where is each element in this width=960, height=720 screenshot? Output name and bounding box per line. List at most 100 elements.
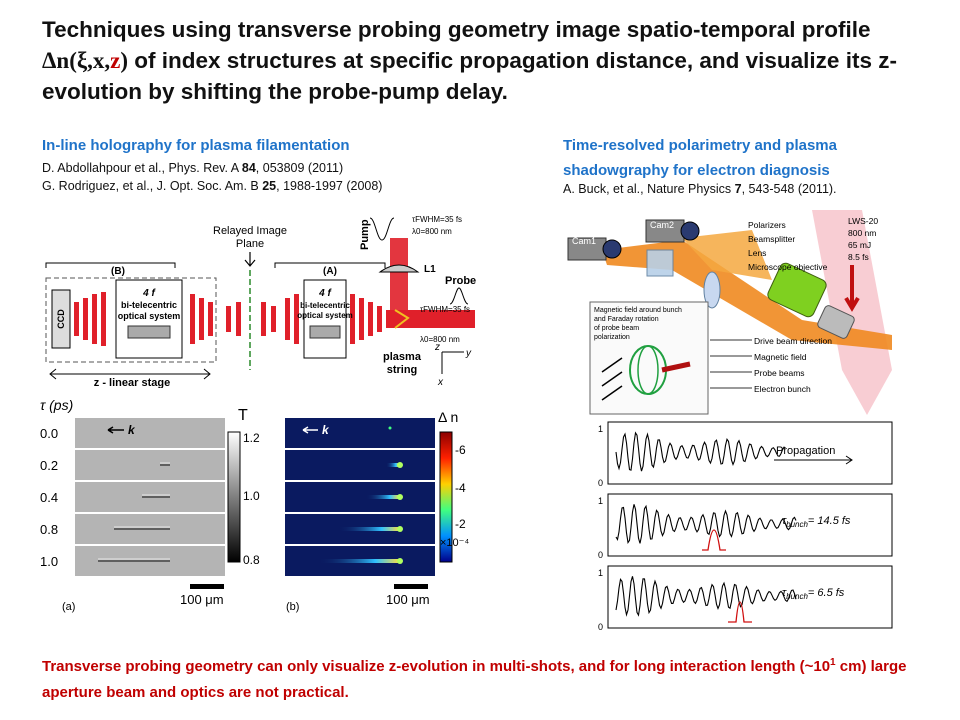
trace-y-top: 1	[598, 496, 603, 506]
slide-title: Techniques using transverse probing geom…	[42, 14, 922, 107]
k-label-b: k	[322, 423, 330, 437]
plasma-string	[394, 309, 410, 329]
cam2-lens	[680, 221, 700, 241]
cam2-label: Cam2	[650, 220, 674, 230]
tau-sub-1: bunch	[786, 520, 808, 529]
ref2-pre: G. Rodriguez, et al., J. Opt. Soc. Am. B	[42, 179, 263, 193]
polarimetry-setup-diagram: Cam1 Cam2 Polarizers Beamsplitter Lens M…	[562, 210, 892, 415]
optics-a-line1: bi-telecentric	[300, 301, 350, 310]
relayed-plane-label: Plane	[236, 238, 264, 250]
inset-line-1: Magnetic field around bunch	[594, 307, 682, 314]
label-objective: Microscope objective	[748, 262, 828, 272]
trace-waveform	[615, 576, 797, 617]
stage-arrow	[49, 368, 211, 380]
laser-spec-1: LWS-20	[848, 216, 878, 226]
plasma-label-1: plasma	[383, 351, 422, 363]
probe-beam	[602, 240, 892, 350]
legend-electron-bunch: Electron bunch	[754, 384, 811, 394]
trace-frame	[607, 421, 893, 485]
index-strip	[285, 482, 435, 512]
left-heading: In-line holography for plasma filamentat…	[42, 137, 350, 154]
rref-volume: 7	[734, 182, 742, 196]
label-lens: Lens	[748, 248, 766, 258]
slide-footer: Transverse probing geometry can only vis…	[42, 650, 922, 706]
probe-pulse	[449, 287, 469, 305]
label-polarizers: Polarizers	[748, 220, 786, 230]
scale-label-b: 100 μm	[386, 592, 430, 607]
filament-trace-b	[386, 463, 400, 467]
inset-box	[589, 301, 709, 415]
right-heading-line1: Time-resolved polarimetry and plasma	[563, 137, 837, 154]
delta-n-text: Δn(ξ,x,	[42, 48, 111, 73]
axis-y: y	[465, 348, 472, 359]
delay-labels: 0.0 0.2 0.4 0.8 1.0	[40, 426, 58, 569]
trace-frames: 1 0 1 0 1 0	[598, 421, 893, 632]
pump-label: Pump	[359, 219, 371, 250]
delay-label: 0.0	[40, 426, 58, 441]
optics-box-a	[303, 279, 347, 359]
inset-line-2: and Faraday rotation	[594, 316, 659, 323]
electron-bunch-profile	[702, 529, 726, 551]
filament-trace-b	[366, 495, 400, 499]
legend-probe-beams: Probe beams	[754, 368, 805, 378]
propagation-arrow	[774, 455, 853, 465]
trace-y-top: 1	[598, 568, 603, 578]
index-strip	[285, 450, 435, 480]
trace-waveform	[615, 504, 797, 544]
colorbar-b-tick-2: -4	[455, 481, 466, 495]
optics-box-b	[115, 279, 183, 359]
left-reference-1: D. Abdollahpour et al., Phys. Rev. A 84,…	[42, 159, 502, 177]
filament-trace-b	[318, 559, 400, 563]
k-arrow-a	[107, 426, 124, 434]
right-heading-line2: shadowgraphy for electron diagnosis	[563, 162, 830, 179]
optics-b-line1: bi-telecentric	[121, 300, 177, 310]
tau-value-2: = 6.5 fs	[808, 587, 845, 599]
probe-label: Probe	[445, 275, 476, 287]
inset-line-4: polarization	[594, 334, 630, 341]
ref1-pre: D. Abdollahpour et al., Phys. Rev. A	[42, 161, 242, 175]
colorbar-b-tick-3: -2	[455, 517, 466, 531]
panel-b-images	[285, 418, 435, 576]
axis-x: x	[437, 377, 444, 388]
title-text-1: Techniques using transverse probing geom…	[42, 17, 871, 42]
split-beam	[682, 230, 772, 280]
colorbar-b	[439, 431, 453, 563]
filament-head	[397, 558, 403, 564]
colorbar-b-tick-1: -6	[455, 443, 466, 457]
colorbar-a-tick-1: 1.2	[243, 431, 260, 445]
pump-spec-1: τFWHM=35 fs	[412, 215, 462, 224]
legend-magnetic-field: Magnetic field	[754, 352, 807, 362]
colorbar-a-title: T	[238, 407, 248, 424]
ref1-volume: 84	[241, 161, 256, 175]
legend-drive-beam: Drive beam direction	[754, 336, 832, 346]
panel-a-images	[75, 418, 225, 576]
beamsplitter-cube	[646, 249, 674, 277]
probe-arrows	[601, 357, 623, 401]
lens-element	[703, 271, 721, 309]
propagation-label: Propagation	[776, 445, 835, 457]
footer-superscript: 1	[830, 657, 836, 668]
pump-beam	[390, 238, 408, 328]
rref-pre: A. Buck, et al., Nature Physics	[563, 182, 735, 196]
optics-b-4f: 4 f	[142, 288, 156, 299]
relayed-arrow	[244, 252, 256, 267]
optics-a-tube	[309, 325, 341, 339]
axes-icon	[441, 351, 464, 374]
tau-sub-2: bunch	[786, 592, 808, 601]
optics-b-line2: optical system	[118, 311, 181, 321]
delta-n-symbol: Δn(ξ,x,z)	[42, 48, 128, 73]
trace-y-bottom: 0	[598, 622, 603, 632]
right-section-header: Time-resolved polarimetry and plasma sha…	[563, 133, 923, 198]
scale-bar-a	[190, 584, 224, 589]
trace-y-bottom: 0	[598, 478, 603, 488]
delay-label: 1.0	[40, 554, 58, 569]
colorbar-b-exponent: ×10⁻⁴	[440, 537, 469, 549]
title-text-2: of index structures at specific propagat…	[42, 48, 897, 104]
axis-z: z	[434, 342, 440, 353]
relayed-image-label: Relayed Image	[213, 225, 287, 237]
delay-label: 0.4	[40, 490, 58, 505]
holography-image-panels: τ (ps) 0.0 0.2 0.4 0.8 1.0 k k T 1.2 1.0 0.8…	[40, 397, 469, 613]
microscope-objective	[767, 262, 827, 318]
holography-setup-diagram: Relayed Image Plane (B) (A) CCD 4 f bi-t…	[40, 210, 480, 388]
filament-head	[397, 462, 403, 468]
